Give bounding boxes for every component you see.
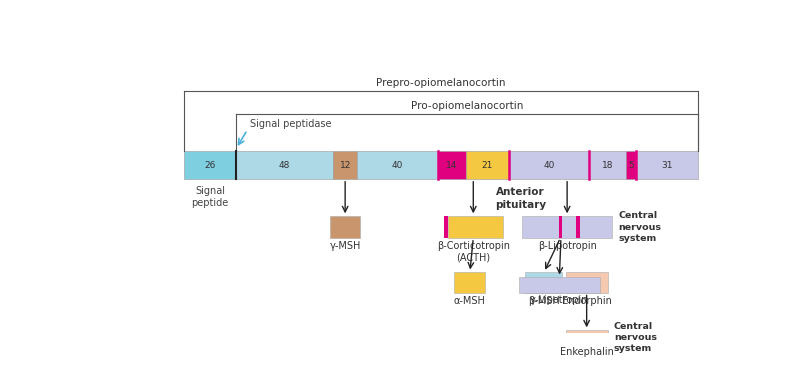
Bar	[636, 151, 698, 179]
Text: γ-Lipotropin: γ-Lipotropin	[530, 295, 589, 305]
Text: γ-MSH: γ-MSH	[330, 241, 361, 251]
Text: 26: 26	[204, 160, 216, 170]
Text: β-Corticotropin
(ACTH): β-Corticotropin (ACTH)	[437, 241, 510, 263]
Text: 18: 18	[602, 160, 614, 170]
Bar	[466, 151, 509, 179]
Bar	[519, 278, 600, 292]
Text: Central
nervous
system: Central nervous system	[618, 211, 662, 243]
Text: 40: 40	[392, 160, 403, 170]
Text: Pro-opiomelanocortin: Pro-opiomelanocortin	[411, 101, 523, 111]
Bar	[333, 151, 358, 179]
Text: Signal peptidase: Signal peptidase	[250, 119, 331, 129]
Text: 12: 12	[339, 160, 351, 170]
Text: Enkephalin: Enkephalin	[560, 347, 614, 357]
Bar	[330, 216, 360, 238]
Bar	[444, 216, 448, 238]
Text: β-Lipotropin: β-Lipotropin	[538, 241, 597, 251]
Text: 40: 40	[543, 160, 554, 170]
Text: Endorphin: Endorphin	[562, 296, 611, 306]
Bar	[566, 330, 608, 344]
Text: α-MSH: α-MSH	[454, 296, 486, 306]
Bar	[509, 151, 590, 179]
Text: β-MSH: β-MSH	[528, 296, 560, 306]
Bar	[566, 272, 608, 292]
Text: 31: 31	[662, 160, 673, 170]
Bar	[626, 151, 636, 179]
Text: 5: 5	[628, 160, 634, 170]
Bar	[558, 216, 562, 238]
Bar	[236, 151, 333, 179]
Text: 14: 14	[446, 160, 458, 170]
Bar	[526, 272, 562, 292]
Bar	[522, 216, 612, 238]
Bar	[438, 151, 466, 179]
Text: 21: 21	[482, 160, 493, 170]
Bar	[576, 216, 579, 238]
Text: Prepro-opiomelanocortin: Prepro-opiomelanocortin	[376, 78, 506, 88]
Text: Signal
peptide: Signal peptide	[191, 186, 229, 208]
Bar	[454, 272, 486, 292]
Text: Anterior
pituitary: Anterior pituitary	[494, 187, 546, 210]
Bar	[184, 151, 236, 179]
Bar	[358, 151, 438, 179]
Bar	[590, 151, 626, 179]
Bar	[448, 216, 502, 238]
Text: 48: 48	[279, 160, 290, 170]
Text: Central
nervous
system: Central nervous system	[614, 322, 657, 353]
